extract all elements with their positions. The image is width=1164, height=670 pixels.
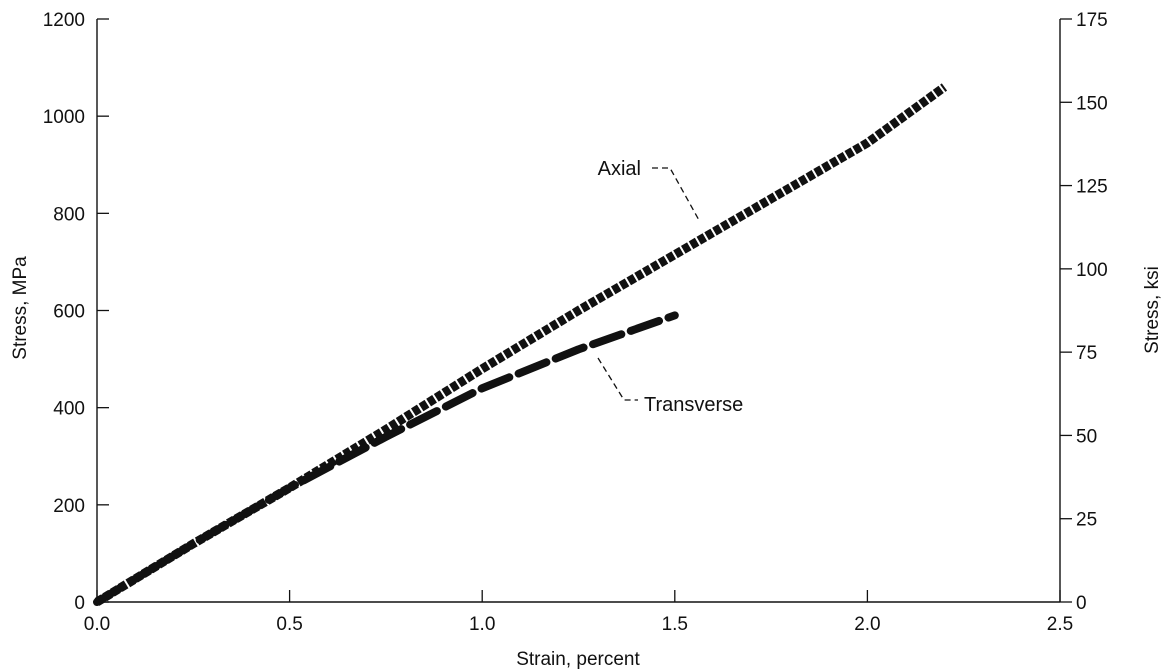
series-layer <box>93 83 948 606</box>
x-tick-label: 2.0 <box>854 614 880 635</box>
y-tick-label: 600 <box>53 302 85 323</box>
y2-tick-label: 125 <box>1076 177 1108 198</box>
x-tick-label: 1.5 <box>662 614 688 635</box>
y-axis-left-title: Stress, MPa <box>10 256 31 360</box>
y-axis-right-ticks: 0 25 50 75 100 125 150 175 <box>1060 10 1108 614</box>
y-tick-label: 800 <box>53 204 85 225</box>
transverse-leader-line <box>597 357 638 401</box>
y-tick-label: 1000 <box>43 107 85 128</box>
x-tick-label: 2.5 <box>1047 614 1073 635</box>
series-line-transverse <box>93 311 679 606</box>
y-axis-left-ticks: 0 200 400 600 800 1000 1200 <box>43 10 109 614</box>
y-tick-label: 400 <box>53 399 85 420</box>
y2-tick-label: 100 <box>1076 260 1108 281</box>
y-tick-label: 200 <box>53 496 85 517</box>
x-tick-label: 1.0 <box>469 614 495 635</box>
x-tick-label: 0.0 <box>84 614 110 635</box>
y2-tick-label: 0 <box>1076 593 1087 614</box>
annotations: Axial Transverse <box>597 158 743 416</box>
annotation-axial: Axial <box>598 158 641 180</box>
x-tick-label: 0.5 <box>276 614 302 635</box>
x-axis-ticks: 0.0 0.5 1.0 1.5 2.0 2.5 <box>84 590 1073 635</box>
axial-leader-line <box>652 167 701 223</box>
annotation-transverse: Transverse <box>644 394 743 416</box>
y2-tick-label: 175 <box>1076 10 1108 31</box>
y-axis-right-title: Stress, ksi <box>1142 266 1163 354</box>
x-axis-title: Strain, percent <box>516 649 640 670</box>
y-tick-label: 0 <box>74 593 85 614</box>
y-tick-label: 1200 <box>43 10 85 31</box>
y2-tick-label: 25 <box>1076 510 1097 531</box>
y2-tick-label: 75 <box>1076 343 1097 364</box>
y2-tick-label: 50 <box>1076 426 1097 447</box>
y2-tick-label: 150 <box>1076 93 1108 114</box>
